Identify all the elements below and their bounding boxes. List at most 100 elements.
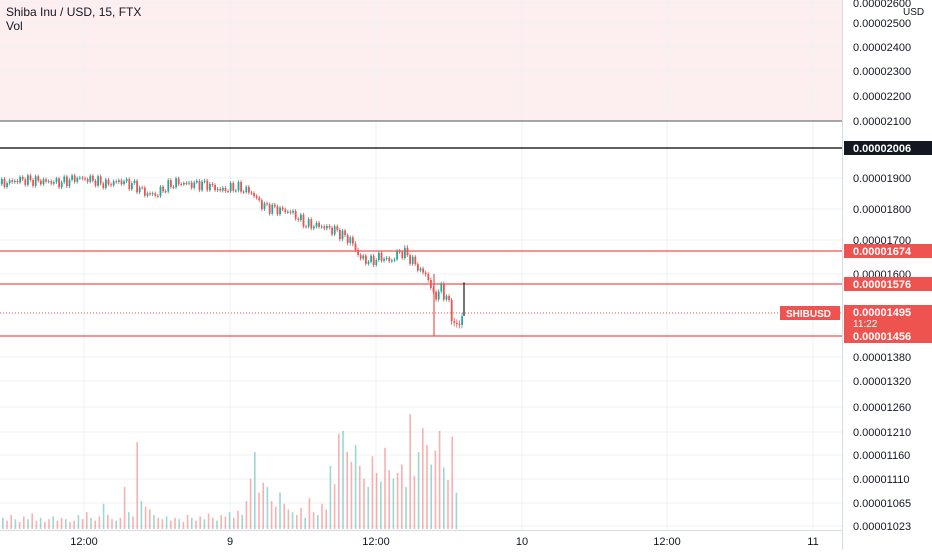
volume-bar — [73, 520, 75, 529]
candle-body — [138, 187, 141, 193]
candle-body — [40, 180, 42, 185]
volume-bar — [153, 515, 155, 529]
volume-bar — [363, 478, 365, 529]
candle-body — [396, 251, 398, 260]
candle-body — [458, 324, 461, 326]
candle-body — [151, 193, 154, 195]
candle-body — [3, 178, 6, 187]
candle-body — [435, 291, 437, 300]
candle-body — [86, 179, 89, 182]
candle-body — [149, 193, 151, 195]
volume-bar — [443, 467, 445, 529]
candle-body — [344, 230, 346, 236]
candle-body — [367, 261, 370, 264]
candle-body — [424, 272, 427, 275]
candle-body — [99, 176, 102, 184]
price-badge-label: 0.00001495 — [853, 307, 911, 319]
candle-body — [157, 195, 159, 197]
price-chart-svg[interactable]: SHIBUSD — [0, 0, 842, 530]
candle-body — [47, 181, 50, 183]
candle-body — [19, 176, 21, 183]
volume-bar — [254, 452, 256, 529]
volume-bar — [401, 464, 403, 529]
volume-bar — [359, 466, 361, 529]
candle-body — [1, 178, 3, 185]
candle-body — [372, 255, 375, 266]
candle-body — [76, 177, 79, 182]
price-tick-label: 0.00001800 — [853, 204, 911, 216]
candle-body — [201, 181, 203, 191]
candle-body — [58, 178, 60, 188]
volume-bar — [291, 512, 294, 529]
volume-bar — [409, 414, 411, 529]
price-tick-label: 0.00001900 — [853, 173, 911, 185]
candle-body — [255, 196, 258, 198]
candle-body — [453, 321, 456, 323]
candle-body — [274, 204, 276, 207]
volume-bar — [283, 503, 285, 529]
candle-body — [305, 226, 307, 228]
candle-body — [42, 179, 45, 185]
candle-body — [266, 203, 268, 205]
candle-body — [292, 210, 294, 213]
volume-bar — [182, 522, 185, 529]
price-badge — [844, 329, 932, 343]
candle-body — [383, 258, 385, 261]
volume-bar — [438, 431, 441, 529]
volume-bar — [262, 482, 264, 529]
candle-body — [89, 175, 92, 182]
time-axis[interactable]: 12:00 9 12:00 10 12:00 11 — [0, 530, 842, 551]
volume-bar — [27, 519, 29, 529]
volume-bar — [31, 513, 33, 529]
candle-body — [81, 177, 84, 179]
candle-body — [419, 268, 422, 271]
volume-bar — [60, 517, 63, 529]
price-badge — [844, 305, 932, 329]
volume-bar — [98, 516, 101, 529]
symbol-tag-label: SHIBUSD — [786, 309, 831, 320]
chart-pane[interactable]: Shiba Inu / USD, 15, FTX Vol SHIBUSD — [0, 0, 842, 530]
candle-body — [375, 259, 378, 266]
price-tick-label: 0.00002600 — [853, 0, 911, 10]
symbol-title[interactable]: Shiba Inu / USD, 15, FTX — [6, 5, 142, 19]
volume-bar — [380, 481, 382, 529]
volume-bar — [212, 517, 214, 529]
volume-bar — [384, 447, 386, 529]
volume-bar — [199, 516, 201, 529]
volume-bar — [132, 516, 134, 529]
volume-bar — [174, 517, 176, 529]
candle-body — [133, 180, 136, 184]
candle-body — [154, 193, 157, 196]
candle-body — [167, 180, 170, 192]
time-tick-label: 12:00 — [70, 536, 98, 548]
volume-bar — [300, 508, 302, 529]
volume-bar — [186, 515, 189, 529]
volume-label[interactable]: Vol — [6, 19, 23, 33]
candle-body — [235, 190, 237, 192]
time-tick-label: 12:00 — [362, 536, 390, 548]
candle-body — [349, 237, 352, 243]
volume-bar — [237, 510, 239, 529]
volume-bar — [388, 470, 390, 529]
volume-bar — [367, 487, 369, 529]
volume-bar — [317, 515, 319, 529]
candle-body — [456, 322, 458, 325]
candle-body — [216, 188, 219, 191]
candle-body — [450, 300, 453, 322]
volume-bar — [102, 503, 105, 529]
candle-body — [131, 183, 133, 190]
candle-body — [331, 227, 333, 235]
volume-bar — [115, 520, 117, 529]
price-badge-label: 0.00001456 — [853, 331, 911, 343]
price-axis[interactable]: 0.00002600 0.00002500 0.00002400 0.00002300… — [842, 0, 932, 550]
volume-bar — [2, 517, 4, 529]
candle-body — [294, 210, 297, 219]
candle-body — [409, 255, 411, 264]
candle-body — [461, 316, 463, 325]
candle-body — [313, 226, 315, 229]
candle-body — [55, 178, 58, 183]
candle-body — [112, 181, 115, 186]
candle-body — [164, 191, 167, 193]
candle-body — [333, 226, 336, 235]
volume-bar — [65, 519, 67, 529]
